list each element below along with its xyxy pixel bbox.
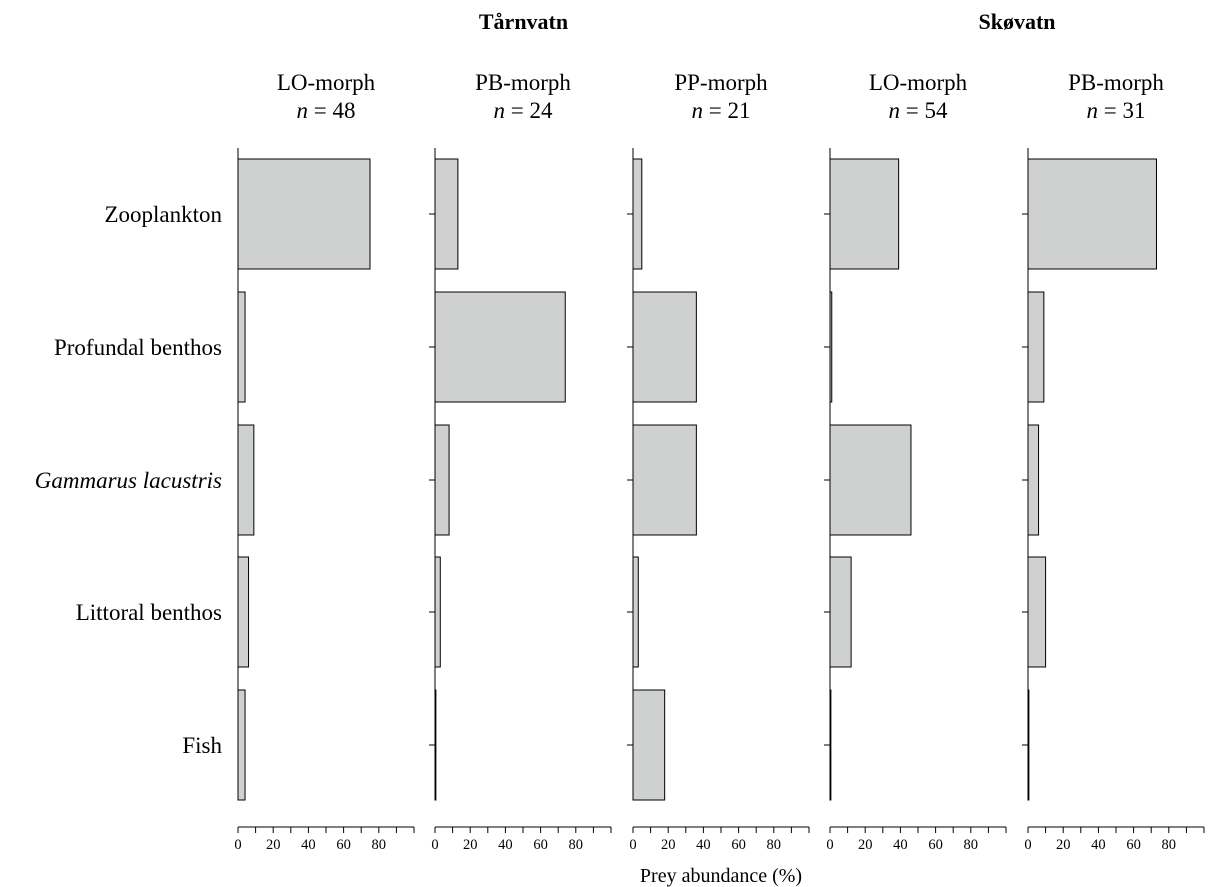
lake-titles: Tårnvatn Skøvatn <box>479 9 1056 34</box>
x-tick-label-2-0: 0 <box>629 837 636 853</box>
bar-4-profundal-benthos <box>1027 291 1045 403</box>
category-label-littoral-benthos: Littoral benthos <box>76 600 222 625</box>
panel-title-2: PP-morph <box>674 70 768 95</box>
x-tick-label-3-0: 0 <box>826 837 833 853</box>
bar-0-zooplankton <box>237 158 371 270</box>
bar-3-fish <box>829 689 832 801</box>
bar-3-littoral-benthos <box>829 556 852 668</box>
x-tick-label-1-40: 40 <box>498 837 513 853</box>
panel-n-2: n = 21 <box>692 98 751 123</box>
x-tick-label-3-20: 20 <box>858 837 873 853</box>
panel-0: 0 20 40 60 80 <box>234 148 415 853</box>
x-tick-label-4-40: 40 <box>1091 837 1106 853</box>
bar-1-profundal-benthos <box>434 291 566 403</box>
x-tick-label-4-80: 80 <box>1162 837 1177 853</box>
bar-2-zooplankton <box>632 158 643 270</box>
x-tick-label-0-20: 20 <box>266 837 281 853</box>
bar-2-fish <box>632 689 666 801</box>
bar-0-gammarus-lacustris <box>237 424 255 536</box>
bar-1-littoral-benthos <box>434 556 441 668</box>
x-tick-label-0-0: 0 <box>234 837 241 853</box>
bar-0-littoral-benthos <box>237 556 250 668</box>
x-tick-label-2-60: 60 <box>731 837 746 853</box>
bar-4-fish <box>1027 689 1030 801</box>
panel-n-0: n = 48 <box>297 98 356 123</box>
bar-0-fish <box>237 689 246 801</box>
panel-title-0: LO-morph <box>277 70 376 95</box>
x-tick-label-3-60: 60 <box>928 837 943 853</box>
x-tick-label-2-80: 80 <box>767 837 782 853</box>
x-tick-label-1-60: 60 <box>533 837 548 853</box>
x-tick-label-1-0: 0 <box>431 837 438 853</box>
panel-2: 0 20 40 60 80 <box>627 148 810 853</box>
x-tick-label-3-40: 40 <box>893 837 908 853</box>
category-labels: Zooplankton Profundal benthos Gammarus lac… <box>35 202 223 758</box>
bar-4-littoral-benthos <box>1027 556 1047 668</box>
panels: 0 20 40 60 80 0 20 40 60 80 0 20 40 60 80 0 20 40 60 80 0 20 4… <box>234 148 1205 853</box>
bar-2-profundal-benthos <box>632 291 697 403</box>
bar-2-gammarus-lacustris <box>632 424 697 536</box>
panel-title-3: LO-morph <box>869 70 968 95</box>
bar-1-fish <box>434 689 437 801</box>
x-tick-label-3-80: 80 <box>964 837 979 853</box>
category-label-fish: Fish <box>182 733 222 758</box>
panel-title-1: PB-morph <box>475 70 571 95</box>
category-label-zooplankton: Zooplankton <box>104 202 222 227</box>
x-tick-label-1-20: 20 <box>463 837 478 853</box>
panel-3: 0 20 40 60 80 <box>824 148 1007 853</box>
bar-2-littoral-benthos <box>632 556 639 668</box>
panel-n-1: n = 24 <box>494 98 553 123</box>
bar-3-zooplankton <box>829 158 900 270</box>
x-tick-label-2-20: 20 <box>661 837 676 853</box>
panel-n-3: n = 54 <box>889 98 948 123</box>
x-tick-label-2-40: 40 <box>696 837 711 853</box>
bar-1-zooplankton <box>434 158 459 270</box>
category-label-gammarus-lacustris: Gammarus lacustris <box>35 468 222 493</box>
x-tick-label-4-60: 60 <box>1126 837 1141 853</box>
panel-titles: LO-morph n = 48 PB-morph n = 24 PP-morph n = … <box>277 70 1165 123</box>
panel-n-4: n = 31 <box>1087 98 1146 123</box>
bar-3-gammarus-lacustris <box>829 424 912 536</box>
bar-3-profundal-benthos <box>829 291 833 403</box>
bar-0-profundal-benthos <box>237 291 246 403</box>
x-tick-label-4-20: 20 <box>1056 837 1071 853</box>
panel-4: 0 20 40 60 80 <box>1022 148 1205 853</box>
category-label-profundal-benthos: Profundal benthos <box>54 335 222 360</box>
x-tick-label-1-80: 80 <box>569 837 584 853</box>
bar-4-zooplankton <box>1027 158 1157 270</box>
x-tick-label-4-0: 0 <box>1024 837 1031 853</box>
x-tick-label-0-80: 80 <box>372 837 387 853</box>
panel-title-4: PB-morph <box>1068 70 1164 95</box>
lake-title-0: Tårnvatn <box>479 9 568 34</box>
x-tick-label-0-40: 40 <box>301 837 316 853</box>
x-tick-label-0-60: 60 <box>336 837 351 853</box>
lake-title-1: Skøvatn <box>978 9 1055 34</box>
bar-4-gammarus-lacustris <box>1027 424 1040 536</box>
bar-1-gammarus-lacustris <box>434 424 450 536</box>
x-axis-title: Prey abundance (%) <box>640 865 802 887</box>
panel-1: 0 20 40 60 80 <box>429 148 612 853</box>
